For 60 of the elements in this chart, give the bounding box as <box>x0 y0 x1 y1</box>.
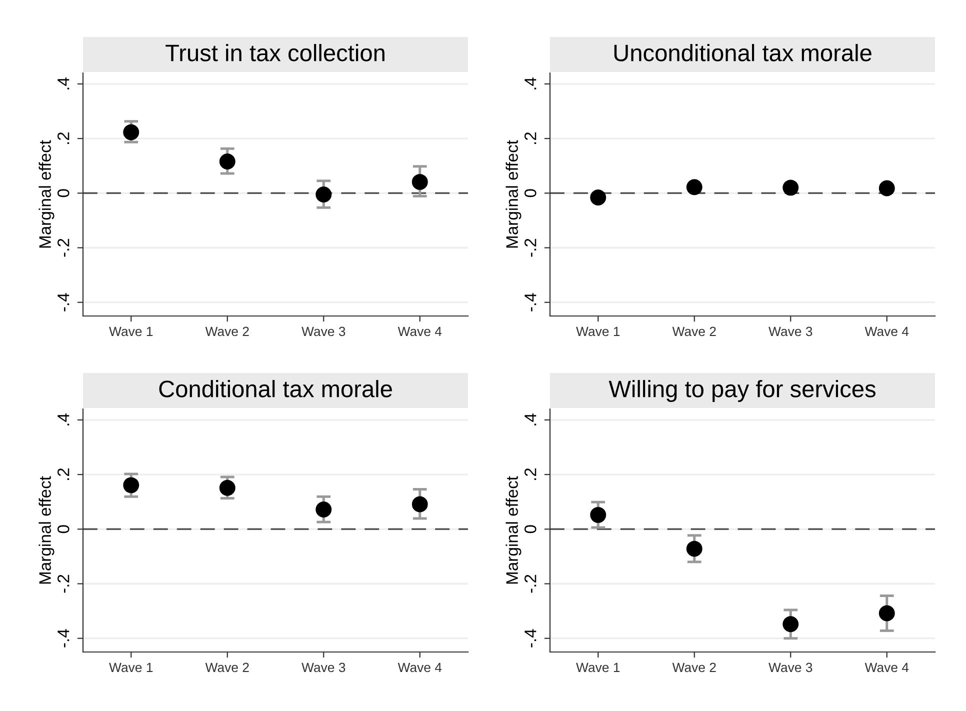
point <box>878 605 895 622</box>
point <box>590 506 606 523</box>
y-tick-label: -.2 <box>57 574 70 593</box>
chart-title: Trust in tax collection <box>166 44 384 62</box>
y-tick-label: -.4 <box>58 293 70 312</box>
x-tick-label: Wave 2 <box>205 662 249 672</box>
x-tick-label: Wave 2 <box>672 326 716 336</box>
y-tick-label: -.2 <box>57 238 70 257</box>
point <box>878 180 895 196</box>
x-tick-label: Wave 1 <box>576 326 620 336</box>
point <box>686 179 702 196</box>
point <box>316 186 332 202</box>
point <box>412 496 428 512</box>
y-axis-title: Marginal effect <box>506 476 522 584</box>
y-tick-label: -.4 <box>524 293 536 312</box>
point <box>686 540 702 557</box>
point <box>412 174 428 190</box>
point <box>219 153 236 170</box>
chart-title: Conditional tax morale <box>159 380 392 398</box>
y-tick-label: .4 <box>524 413 536 426</box>
y-tick-label: .4 <box>58 77 70 90</box>
y-tick-label: .2 <box>524 468 536 480</box>
y-tick-label: 0 <box>524 525 536 534</box>
point <box>123 477 140 494</box>
y-tick-label: .2 <box>524 132 536 144</box>
x-tick-label: Wave 1 <box>109 326 153 336</box>
x-tick-label: Wave 4 <box>864 326 909 336</box>
y-tick-label: 0 <box>524 189 536 198</box>
y-tick-label: .2 <box>57 468 70 480</box>
y-tick-label: 0 <box>57 525 70 534</box>
point <box>316 502 332 518</box>
x-tick-label: Wave 4 <box>398 326 442 336</box>
y-tick-label: .4 <box>58 413 70 426</box>
y-axis-title: Marginal effect <box>38 476 54 584</box>
x-tick-label: Wave 3 <box>302 662 346 672</box>
y-axis-title: Marginal effect <box>38 140 54 248</box>
x-tick-label: Wave 2 <box>205 326 249 336</box>
point <box>590 190 606 206</box>
point <box>123 124 140 140</box>
y-tick-label: -.4 <box>524 629 536 648</box>
x-tick-label: Wave 1 <box>576 662 620 672</box>
x-tick-label: Wave 4 <box>864 662 909 672</box>
point <box>782 180 799 196</box>
y-tick-label: .2 <box>57 132 70 144</box>
y-tick-label: .4 <box>524 77 536 90</box>
x-tick-label: Wave 2 <box>672 662 716 672</box>
y-tick-label: -.4 <box>58 629 70 648</box>
x-tick-label: Wave 3 <box>768 326 812 336</box>
x-tick-label: Wave 1 <box>109 662 153 672</box>
y-tick-label: -.2 <box>524 238 536 257</box>
y-tick-label: 0 <box>57 189 70 198</box>
x-tick-label: Wave 4 <box>398 662 442 672</box>
x-tick-label: Wave 3 <box>302 326 346 336</box>
y-tick-label: -.2 <box>524 574 536 593</box>
chart-title: Unconditional tax morale <box>614 44 872 62</box>
y-axis-title: Marginal effect <box>506 140 522 248</box>
x-tick-label: Wave 3 <box>768 662 812 672</box>
point <box>219 480 236 496</box>
point <box>782 616 799 632</box>
chart-title: Willing to pay for services <box>608 380 876 402</box>
